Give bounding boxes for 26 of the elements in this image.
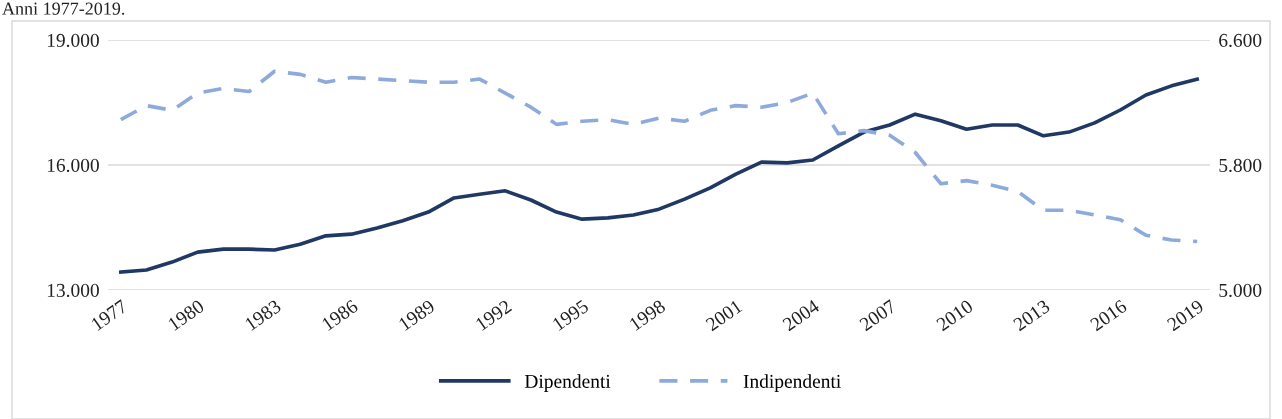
x-tick-label: 1983: [244, 299, 282, 331]
line-series: [119, 69, 1199, 244]
legend-label: Indipendenti: [743, 374, 841, 392]
x-tick-label: 2010: [935, 299, 974, 332]
x-tick-label: 2019: [1166, 299, 1205, 332]
y2-tick-label: 5.000: [1219, 283, 1262, 298]
chart-title: Anni 1977-2019.: [2, 2, 125, 15]
x-tick-label: 1977: [90, 299, 129, 331]
y-tick-label: 19.000: [47, 33, 99, 48]
y-tick-label: 16.000: [47, 158, 99, 173]
x-tick-label: 2004: [781, 298, 821, 332]
x-tick-label: 1995: [552, 299, 590, 331]
y2-tick-label: 5.800: [1219, 158, 1262, 173]
x-tick-label: 1992: [475, 299, 513, 331]
x-tick-label: 1980: [167, 299, 205, 331]
x-tick-label: 2001: [705, 299, 743, 332]
legend-label: Dipendenti: [524, 374, 611, 392]
x-tick-label: 1998: [628, 299, 667, 331]
y2-tick-label: 6.600: [1219, 33, 1262, 48]
x-tick-label: 2013: [1012, 299, 1051, 332]
x-tick-label: 2007: [858, 299, 898, 332]
y-tick-label: 13.000: [47, 283, 99, 298]
line-series: [119, 77, 1199, 274]
x-tick-label: 1986: [321, 299, 359, 331]
x-tick-label: 2016: [1089, 299, 1128, 332]
x-tick-label: 1989: [398, 299, 436, 331]
